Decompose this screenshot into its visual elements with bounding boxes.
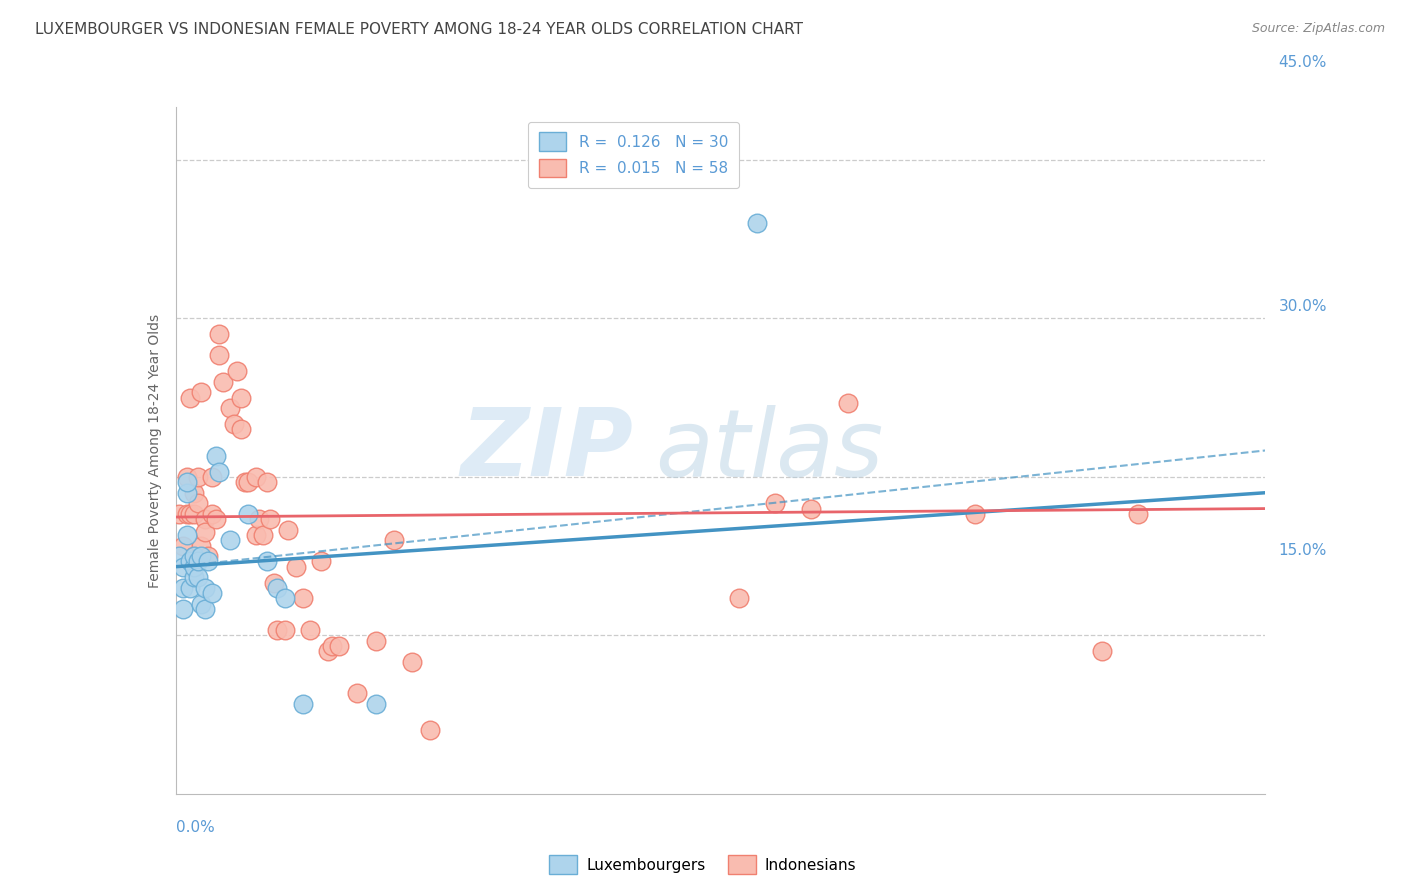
Point <box>194 512 217 526</box>
Text: 30.0%: 30.0% <box>1278 299 1327 314</box>
Point <box>1128 507 1150 521</box>
Point <box>197 554 219 568</box>
Text: atlas: atlas <box>655 405 883 496</box>
Text: Source: ZipAtlas.com: Source: ZipAtlas.com <box>1251 22 1385 36</box>
Point <box>204 449 226 463</box>
Point <box>346 686 368 700</box>
Point <box>183 570 205 584</box>
Text: LUXEMBOURGER VS INDONESIAN FEMALE POVERTY AMONG 18-24 YEAR OLDS CORRELATION CHAR: LUXEMBOURGER VS INDONESIAN FEMALE POVERT… <box>35 22 803 37</box>
Point <box>963 507 986 521</box>
Point <box>201 507 224 521</box>
Point <box>190 385 212 400</box>
Point <box>190 597 212 611</box>
Point <box>172 539 194 553</box>
Point <box>364 697 387 711</box>
Point <box>245 470 267 484</box>
Point <box>186 554 209 568</box>
Point <box>183 485 205 500</box>
Point <box>208 348 231 362</box>
Point <box>364 633 387 648</box>
Point <box>208 465 231 479</box>
Point <box>309 554 332 568</box>
Point <box>245 528 267 542</box>
Point <box>186 496 209 510</box>
Point <box>266 623 288 637</box>
Point <box>238 475 260 490</box>
Point <box>201 470 224 484</box>
Point <box>318 644 340 658</box>
Point <box>226 364 249 378</box>
Point <box>274 591 297 606</box>
Point <box>274 623 297 637</box>
Point <box>176 470 198 484</box>
Point <box>194 581 217 595</box>
Point <box>800 501 823 516</box>
Point <box>252 528 274 542</box>
Legend: Luxembourgers, Indonesians: Luxembourgers, Indonesians <box>543 849 863 880</box>
Point <box>266 581 288 595</box>
Point <box>219 533 242 548</box>
Point <box>299 623 322 637</box>
Point <box>763 496 786 510</box>
Point <box>186 570 209 584</box>
Point <box>284 559 307 574</box>
Point <box>179 391 201 405</box>
Point <box>186 470 209 484</box>
Point <box>176 485 198 500</box>
Point <box>745 216 768 230</box>
Point <box>263 575 285 590</box>
Point <box>172 581 194 595</box>
Point <box>172 602 194 616</box>
Point <box>179 554 201 568</box>
Point <box>727 591 749 606</box>
Point <box>183 559 205 574</box>
Point <box>172 559 194 574</box>
Point <box>231 422 253 436</box>
Point <box>219 401 242 416</box>
Text: ZIP: ZIP <box>461 404 633 497</box>
Point <box>201 586 224 600</box>
Text: 0.0%: 0.0% <box>176 820 215 835</box>
Point <box>256 554 278 568</box>
Legend: R =  0.126   N = 30, R =  0.015   N = 58: R = 0.126 N = 30, R = 0.015 N = 58 <box>529 121 738 188</box>
Point <box>194 524 217 539</box>
Point <box>247 512 270 526</box>
Point <box>208 327 231 342</box>
Point <box>176 528 198 542</box>
Point <box>321 639 343 653</box>
Point <box>231 391 253 405</box>
Point <box>382 533 405 548</box>
Point <box>222 417 245 431</box>
Point <box>197 549 219 563</box>
Point <box>233 475 256 490</box>
Point <box>277 523 299 537</box>
Point <box>169 549 191 563</box>
Point <box>183 507 205 521</box>
Point <box>1091 644 1114 658</box>
Point <box>837 396 859 410</box>
Point <box>176 507 198 521</box>
Point <box>401 655 423 669</box>
Point <box>256 475 278 490</box>
Point <box>259 512 281 526</box>
Point <box>204 512 226 526</box>
Point <box>328 639 350 653</box>
Point <box>194 602 217 616</box>
Y-axis label: Female Poverty Among 18-24 Year Olds: Female Poverty Among 18-24 Year Olds <box>148 313 162 588</box>
Point <box>179 507 201 521</box>
Text: 15.0%: 15.0% <box>1278 542 1327 558</box>
Point <box>291 591 314 606</box>
Text: 45.0%: 45.0% <box>1278 54 1327 70</box>
Point <box>179 581 201 595</box>
Point <box>419 723 441 738</box>
Point <box>212 375 235 389</box>
Point <box>183 549 205 563</box>
Point <box>169 507 191 521</box>
Point <box>190 549 212 563</box>
Point <box>291 697 314 711</box>
Point <box>190 539 212 553</box>
Point <box>238 507 260 521</box>
Point <box>176 475 198 490</box>
Point <box>183 549 205 563</box>
